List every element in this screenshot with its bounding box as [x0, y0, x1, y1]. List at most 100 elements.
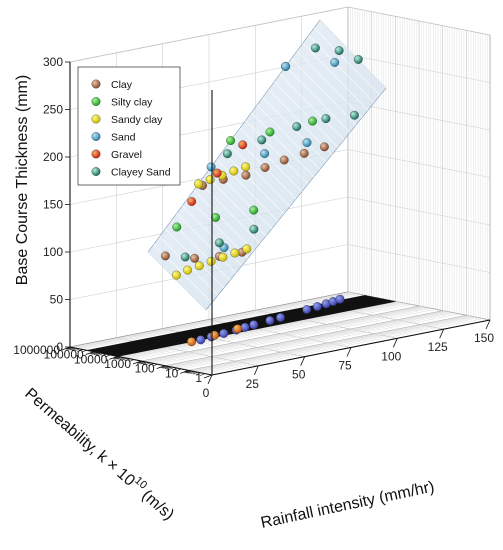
data-point-sandy-clay	[218, 252, 228, 262]
z-tick-label: 250	[43, 103, 63, 117]
z-tick-label: 50	[50, 293, 64, 307]
data-point-silty-clay	[211, 212, 221, 222]
y-tick-label: 1000	[104, 357, 131, 371]
y-tick-label: 100000	[44, 348, 84, 362]
floor-gridline-y	[124, 302, 403, 358]
data-points	[160, 43, 363, 347]
y-minor-tick	[81, 349, 87, 353]
data-point-silty-clay	[226, 136, 236, 146]
data-point-sandy-clay	[229, 166, 239, 176]
fit-plane-mesh-line	[222, 151, 285, 215]
fit-plane-mesh-line	[314, 27, 381, 96]
data-point-gravel	[212, 168, 222, 178]
floor-data-point	[219, 328, 229, 338]
y-tick-label: 1000000	[13, 343, 60, 357]
y-minor-tick	[186, 370, 193, 374]
floor-gridline-y	[150, 307, 429, 364]
x-tick-label: 150	[474, 331, 494, 345]
y-minor-tick	[143, 362, 149, 365]
floor-gridline-y	[148, 307, 427, 363]
z-axis-title: Base Course Thickness (mm)	[14, 75, 31, 285]
fit-plane-mesh-line	[147, 251, 207, 311]
legend-marker-sand	[91, 132, 101, 141]
data-point-clayey-sand	[257, 135, 267, 145]
y-minor-tick	[90, 351, 97, 355]
y-minor-tick	[117, 357, 123, 360]
floor-gridline-y	[120, 301, 400, 358]
data-point-sandy-clay	[242, 244, 252, 254]
y-tick-label: 10000	[74, 352, 108, 366]
z-tick-label: 200	[43, 150, 63, 164]
fit-plane-mesh-line	[250, 112, 315, 178]
y-minor-tick	[160, 365, 166, 369]
floor-data-point	[187, 337, 196, 347]
fit-plane-mesh-line	[273, 81, 339, 148]
x-tick-label: 25	[246, 377, 260, 391]
floor-gridline-y	[171, 311, 450, 368]
data-point-sand	[260, 149, 270, 159]
legend-marker-clayey-sand	[91, 167, 101, 176]
data-point-sandy-clay	[171, 270, 181, 280]
x-tick-label: 75	[338, 359, 352, 373]
floor-gridline-y	[77, 293, 356, 349]
x-tick-label: 100	[381, 349, 401, 363]
legend-label-clay: Clay	[111, 79, 133, 91]
floor-data-point	[335, 294, 345, 304]
data-point-clayey-sand	[180, 252, 190, 262]
x-tick-label: 125	[428, 340, 448, 354]
y-minor-tick	[139, 361, 145, 365]
y-tick-mark	[85, 351, 94, 356]
y-minor-tick	[195, 372, 201, 376]
x-tick-mark	[439, 329, 445, 339]
y-minor-tick	[192, 371, 198, 375]
y-tick-label: 1	[195, 371, 202, 385]
y-axis-title-unit: (m/s)	[138, 487, 177, 524]
x-axis-title: Rainfall intensity (mm/hr)	[259, 478, 436, 531]
floor-gridline-y	[200, 317, 479, 374]
legend-marker-silty-clay	[91, 97, 101, 106]
floor-gridline-y	[142, 305, 421, 362]
legend-label-sand: Sand	[111, 132, 136, 144]
x-tick-label: 0	[203, 386, 210, 400]
y-minor-tick	[67, 347, 73, 350]
floor-gridline-y	[189, 315, 468, 371]
floor-data-point	[233, 324, 243, 334]
x-tick-mark	[207, 374, 213, 385]
floor-gridline-y	[164, 310, 443, 366]
floor-gridline-y	[168, 311, 447, 367]
floor-gridline-y	[73, 292, 352, 348]
fit-plane-mesh-line	[239, 128, 303, 192]
floor-gridline-y	[157, 309, 436, 365]
fit-plane-mesh-line	[302, 42, 369, 111]
data-point-clay	[319, 142, 329, 152]
floor-gridline-y	[166, 310, 446, 367]
y-minor-tick	[113, 356, 119, 359]
fit-plane-mesh-line	[199, 182, 261, 244]
y-minor-tick	[164, 366, 171, 369]
y-minor-tick	[95, 352, 101, 356]
y-tick-label: 100	[135, 362, 155, 376]
floor-gridline-y	[71, 291, 350, 348]
x-tick-label: 50	[292, 368, 306, 382]
y-minor-tick	[105, 354, 111, 358]
floor-gridline-y	[75, 292, 354, 349]
floor-gridline-y	[188, 315, 467, 371]
fit-plane-mesh-line	[319, 19, 387, 89]
data-point-sand	[330, 57, 340, 67]
floor-gridline-y	[174, 312, 453, 368]
x-tick-mark	[485, 319, 491, 330]
data-point-clayey-sand	[349, 110, 359, 120]
data-point-clayey-sand	[222, 149, 232, 159]
data-point-clay	[299, 148, 309, 158]
floor-gridline-y	[126, 302, 405, 359]
data-point-clayey-sand	[310, 43, 320, 53]
y-minor-tick	[77, 349, 83, 352]
y-minor-tick	[166, 366, 172, 370]
y-minor-tick	[176, 368, 182, 372]
y-minor-tick	[128, 359, 134, 362]
y-minor-tick	[145, 362, 151, 366]
data-point-clayey-sand	[214, 238, 224, 248]
floor-data-point	[196, 335, 206, 345]
floor-gridline-y	[140, 305, 420, 362]
